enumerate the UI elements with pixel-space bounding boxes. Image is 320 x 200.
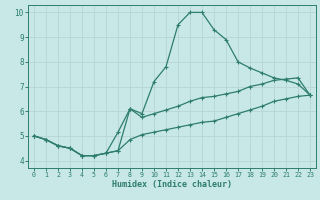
X-axis label: Humidex (Indice chaleur): Humidex (Indice chaleur) bbox=[112, 180, 232, 189]
